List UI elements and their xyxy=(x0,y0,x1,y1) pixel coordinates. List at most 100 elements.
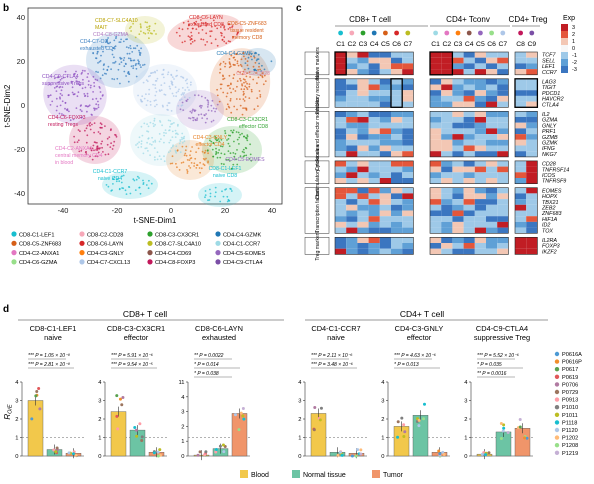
heatmap-cell xyxy=(474,172,486,178)
heatmap-cell xyxy=(497,160,509,167)
heatmap-cell xyxy=(452,145,464,152)
tsne-point xyxy=(89,147,92,150)
tsne-point xyxy=(149,104,152,106)
heatmap-cell xyxy=(368,172,380,178)
heatmap-cell xyxy=(515,160,527,167)
patient-point xyxy=(115,394,119,398)
heatmap-group-header: CD4+ Treg xyxy=(509,15,548,24)
cluster-hull xyxy=(102,171,158,199)
block-outline xyxy=(334,237,414,255)
tissue-swatch xyxy=(372,470,380,478)
y-tick-label: 11 xyxy=(178,380,184,386)
heatmap-cell xyxy=(368,166,380,173)
tsne-point xyxy=(235,52,238,55)
tsne-point xyxy=(242,148,245,151)
tsne-point xyxy=(186,98,189,101)
tsne-point xyxy=(255,69,258,72)
heatmap-cell xyxy=(463,187,475,194)
heatmap-cell xyxy=(526,145,538,152)
colorbar-swatch xyxy=(561,59,568,66)
heatmap-cell xyxy=(515,52,527,58)
tsne-point xyxy=(110,128,112,131)
tsne-point xyxy=(62,114,65,117)
tsne-point xyxy=(108,136,111,139)
tsne-point xyxy=(116,77,119,80)
tsne-point xyxy=(169,139,172,142)
tsne-point xyxy=(85,127,88,130)
heatmap-cell xyxy=(526,166,538,173)
heatmap-cell xyxy=(357,227,369,234)
heatmap-cell xyxy=(441,111,453,117)
tsne-point xyxy=(243,135,246,138)
tsne-point xyxy=(200,113,203,116)
tsne-point xyxy=(166,73,169,76)
tsne-point xyxy=(113,176,116,179)
heatmap-cell xyxy=(335,248,347,255)
heatmap-cell xyxy=(368,90,380,96)
heatmap-cell xyxy=(357,111,369,117)
heatmap-cell xyxy=(486,237,498,243)
legend-label: CD4-C4-CD69 xyxy=(155,251,191,257)
heatmap-cell xyxy=(452,151,464,157)
heatmap-cell xyxy=(515,248,527,255)
heatmap-cell xyxy=(346,151,358,157)
heatmap-cell xyxy=(430,84,442,91)
tsne-point xyxy=(148,88,151,91)
tsne-point xyxy=(244,58,247,60)
tsne-point xyxy=(64,101,67,104)
tsne-point xyxy=(91,114,93,116)
cluster-label: in blood xyxy=(55,160,73,166)
heatmap-cell xyxy=(474,63,486,70)
heatmap-cell xyxy=(346,90,358,96)
heatmap-cell xyxy=(430,52,442,58)
tsne-point xyxy=(96,141,98,144)
tsne-point xyxy=(91,123,93,126)
heatmap-cell xyxy=(497,111,509,117)
tsne-point xyxy=(95,147,98,150)
tsne-point xyxy=(137,146,140,149)
heatmap-cell xyxy=(391,248,403,255)
tsne-point xyxy=(261,64,263,67)
tsne-point xyxy=(135,63,138,65)
heatmap-cell xyxy=(474,139,486,146)
tsne-point xyxy=(182,109,185,111)
tsne-point xyxy=(55,109,58,112)
patient-point xyxy=(214,450,218,454)
y-tick-label: 2 xyxy=(98,417,101,423)
tsne-point xyxy=(97,62,99,64)
tsne-point xyxy=(214,110,217,113)
heatmap-cell xyxy=(391,52,403,58)
tsne-ylabel: t-SNE-Dim2 xyxy=(3,84,12,127)
tsne-point xyxy=(253,108,256,111)
tsne-point xyxy=(84,70,86,72)
tsne-point xyxy=(186,170,189,173)
tsne-point xyxy=(81,87,84,90)
tsne-point xyxy=(89,122,92,124)
tsne-point xyxy=(255,72,257,74)
tsne-point xyxy=(162,105,164,108)
tsne-point xyxy=(224,188,227,191)
tsne-point xyxy=(99,132,102,135)
tsne-point xyxy=(170,82,173,85)
tsne-point xyxy=(210,120,213,123)
tsne-point xyxy=(205,157,207,160)
heatmap-cell xyxy=(335,237,347,243)
gene-label: IL2RA xyxy=(542,238,557,244)
tsne-point xyxy=(183,135,186,138)
column-label: C4 xyxy=(370,41,379,48)
tsne-point xyxy=(178,169,181,171)
tsne-point xyxy=(154,84,157,86)
tsne-point xyxy=(195,167,198,169)
tsne-point xyxy=(244,85,247,88)
heatmap-cell xyxy=(515,84,527,91)
tsne-point xyxy=(163,134,166,137)
heatmap-cell xyxy=(379,160,391,167)
tsne-point xyxy=(163,93,166,96)
y-tick-label: 4 xyxy=(15,380,19,386)
heatmap-cell xyxy=(430,95,442,102)
tsne-point xyxy=(74,72,76,75)
heatmap-cell xyxy=(391,69,403,75)
tsne-point xyxy=(211,148,214,151)
heatmap-cell xyxy=(391,216,403,222)
tsne-point xyxy=(207,160,210,163)
